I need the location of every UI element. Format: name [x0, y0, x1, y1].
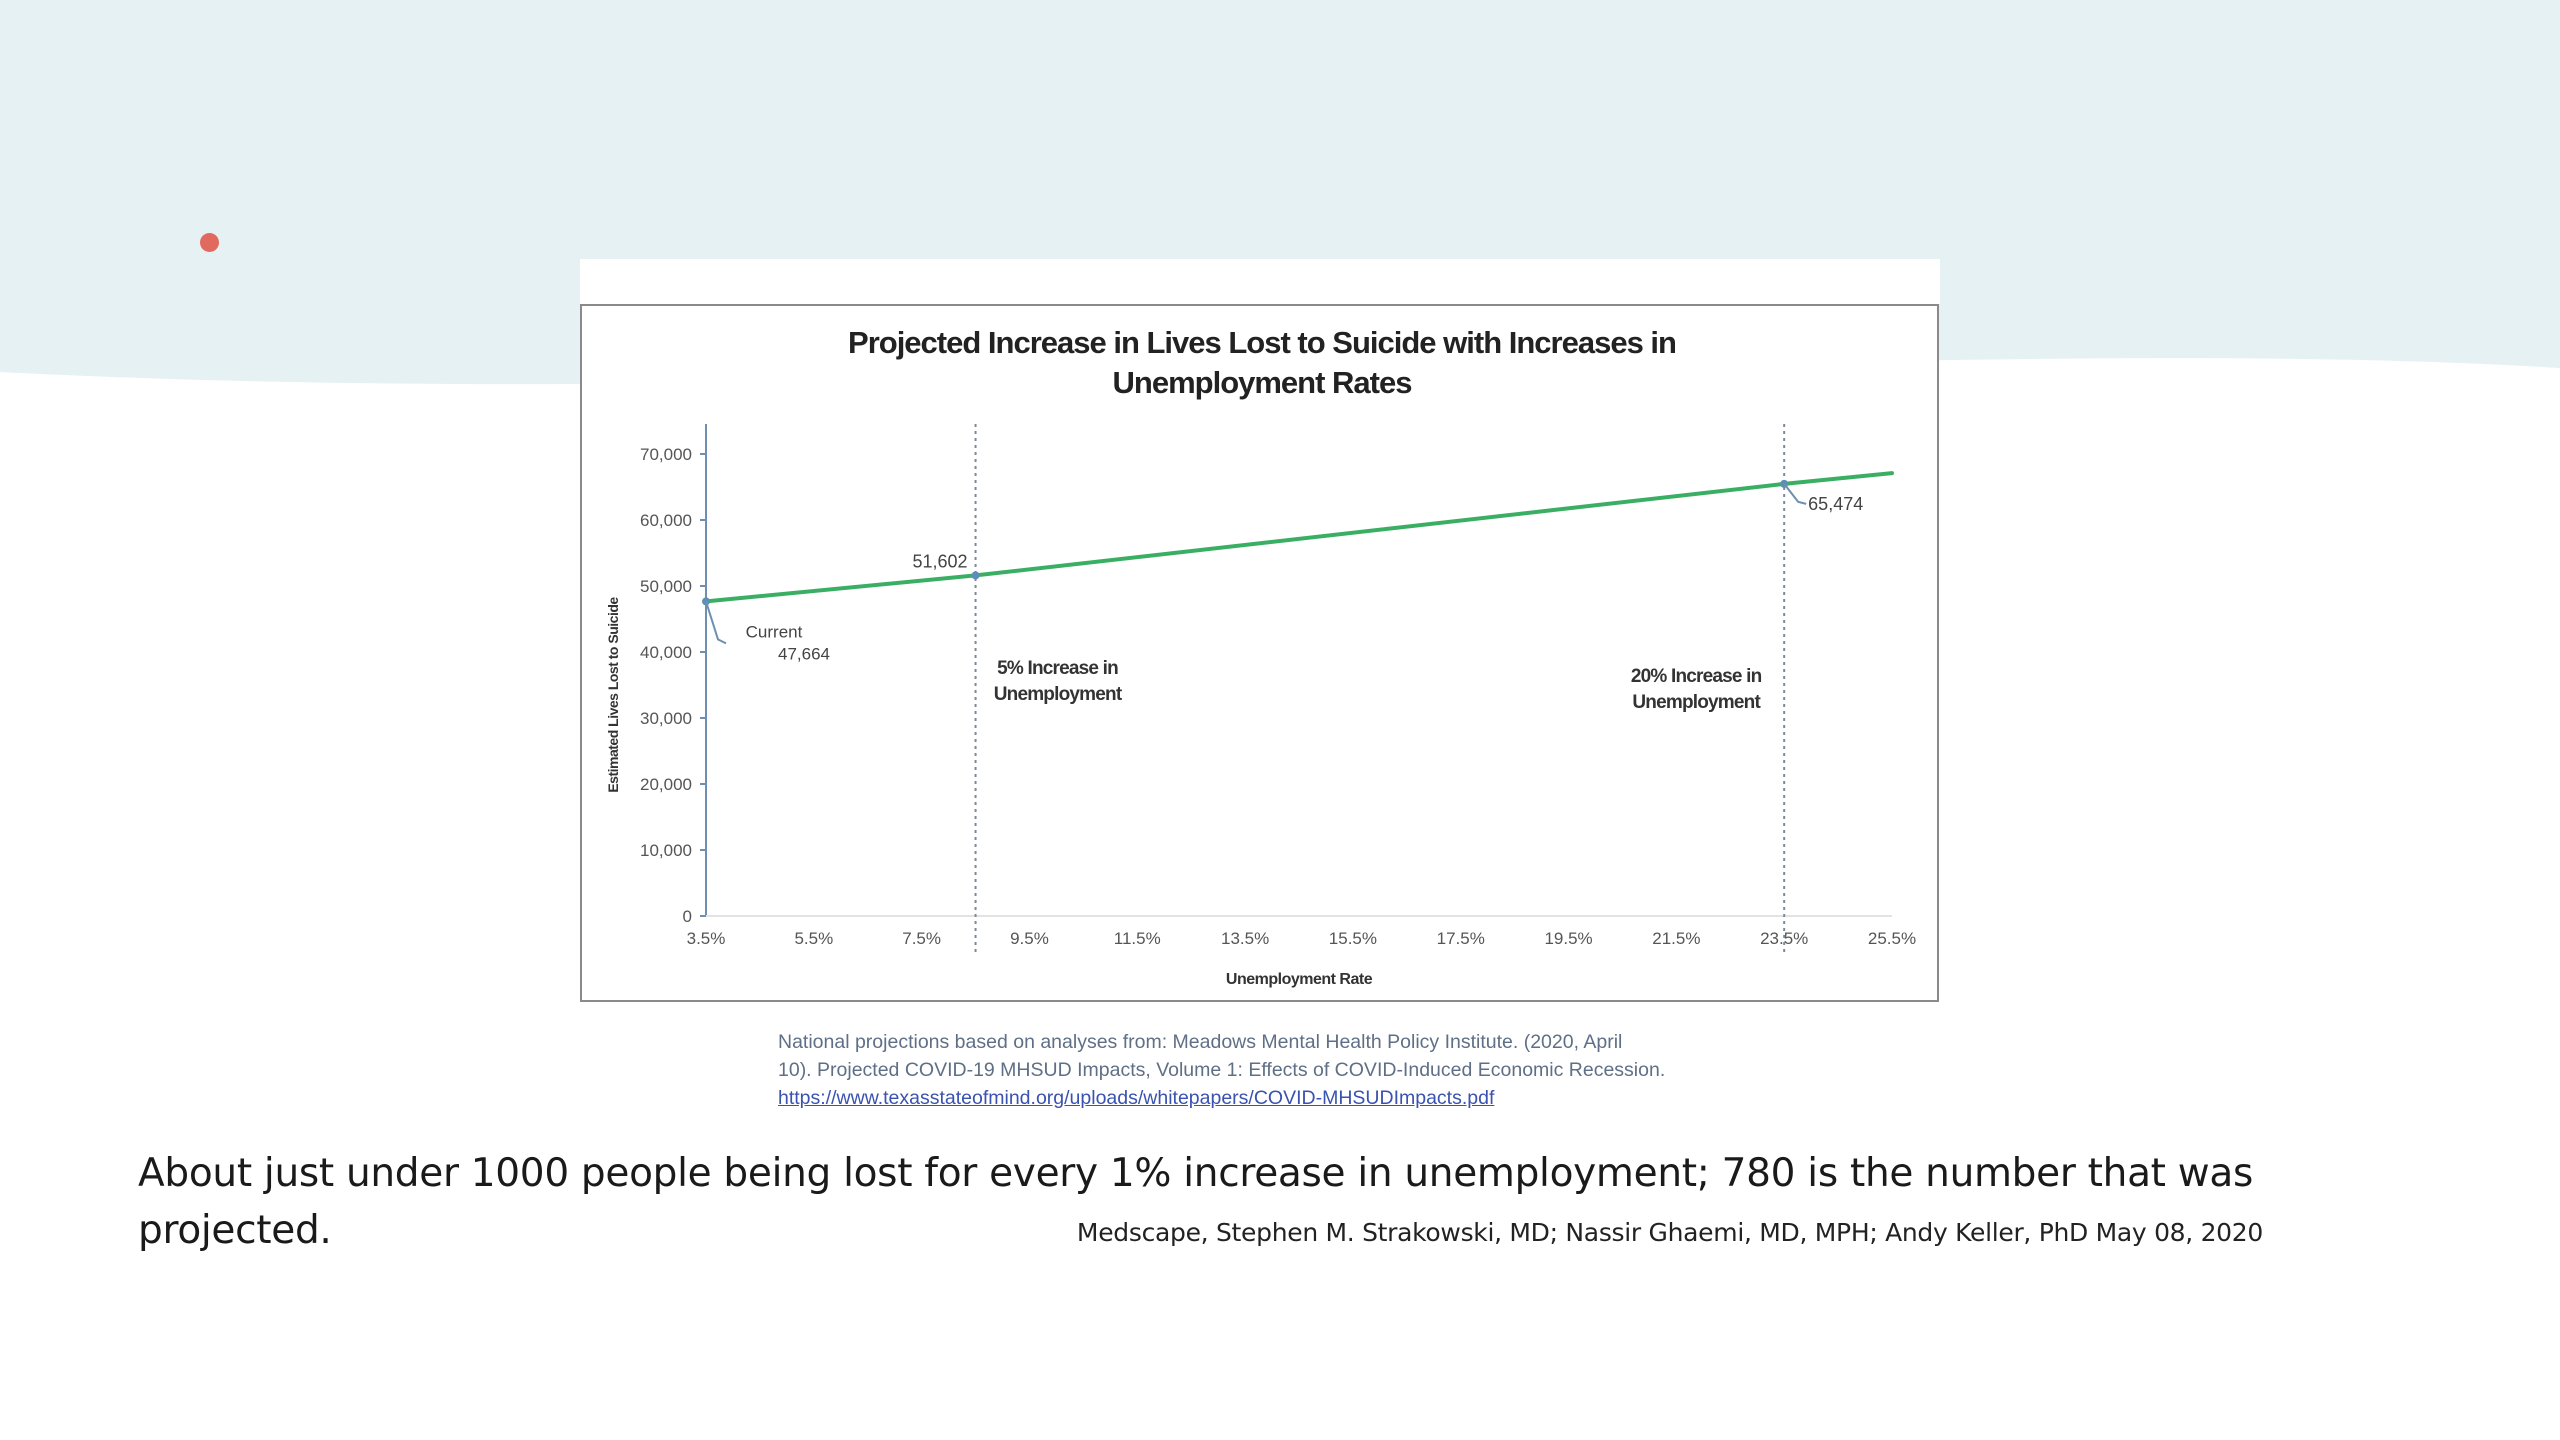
y-tick-label: 30,000	[640, 709, 692, 728]
source-line-2: 10). Projected COVID-19 MHSUD Impacts, V…	[778, 1059, 1666, 1081]
chart-annotations: Current 47,664 51,602 65,474 5% Increase in U…	[705, 483, 1863, 713]
end-note-line-2: Unemployment	[1632, 692, 1761, 713]
chart-title-line-1: Projected Increase in Lives Lost to Suic…	[848, 325, 1676, 360]
x-tick-label: 5.5%	[794, 929, 833, 948]
x-tick-label: 3.5%	[687, 929, 726, 948]
x-tick-label: 25.5%	[1868, 929, 1916, 948]
slide-caption: About just under 1000 people being lost …	[138, 1151, 2253, 1253]
x-tick-label: 7.5%	[902, 929, 941, 948]
chart-source-note: National projections based on analyses f…	[778, 1028, 1778, 1112]
y-tick-label: 20,000	[640, 775, 692, 794]
y-axis-title: Estimated Lives Lost to Suicide	[605, 597, 621, 793]
current-leader-line	[705, 601, 727, 645]
x-tick-label: 11.5%	[1114, 929, 1161, 948]
end-leader-line	[1783, 483, 1807, 505]
y-tick-label: 60,000	[640, 511, 692, 530]
y-tick-label: 0	[683, 907, 692, 926]
end-value-label: 65,474	[1808, 494, 1863, 514]
x-tick-label: 19.5%	[1544, 929, 1592, 948]
reference-lines	[974, 424, 1786, 956]
mid-note-line-2: Unemployment	[994, 684, 1123, 705]
chart-series	[702, 471, 1894, 606]
chart: Projected Increase in Lives Lost to Suic…	[605, 325, 1916, 988]
x-axis-title: Unemployment Rate	[1226, 971, 1373, 988]
end-note-line-1: 20% Increase in	[1631, 666, 1762, 687]
chart-title-line-2: Unemployment Rates	[1113, 365, 1412, 400]
bullet-dot	[200, 233, 219, 252]
data-point	[971, 571, 980, 580]
chart-title: Projected Increase in Lives Lost to Suic…	[848, 325, 1677, 400]
y-tick-label: 40,000	[640, 643, 692, 662]
source-line-1: National projections based on analyses f…	[778, 1031, 1623, 1053]
y-tick-label: 50,000	[640, 577, 692, 596]
slide-citation: Medscape, Stephen M. Strakowski, MD; Nas…	[1076, 1218, 2263, 1247]
x-tick-label: 17.5%	[1437, 929, 1485, 948]
mid-value-label: 51,602	[912, 551, 967, 571]
x-tick-label: 21.5%	[1652, 929, 1700, 948]
source-link[interactable]: https://www.texasstateofmind.org/uploads…	[778, 1087, 1495, 1109]
mid-note-line-1: 5% Increase in	[997, 658, 1118, 679]
y-tick-label: 70,000	[640, 445, 692, 464]
figure-top-strip	[580, 259, 1940, 304]
x-tick-label: 9.5%	[1010, 929, 1049, 948]
current-label: Current	[746, 622, 803, 641]
current-value-label: 47,664	[778, 644, 830, 663]
chart-figure: Projected Increase in Lives Lost to Suic…	[580, 304, 1939, 1002]
chart-axes: 0 10,000 20,000 30,000 40,000 50,000 60,000 70,…	[605, 424, 1916, 988]
x-tick-label: 13.5%	[1221, 929, 1269, 948]
series-line	[704, 471, 1894, 604]
y-tick-label: 10,000	[640, 841, 692, 860]
x-tick-label: 23.5%	[1760, 929, 1808, 948]
x-tick-label: 15.5%	[1329, 929, 1377, 948]
